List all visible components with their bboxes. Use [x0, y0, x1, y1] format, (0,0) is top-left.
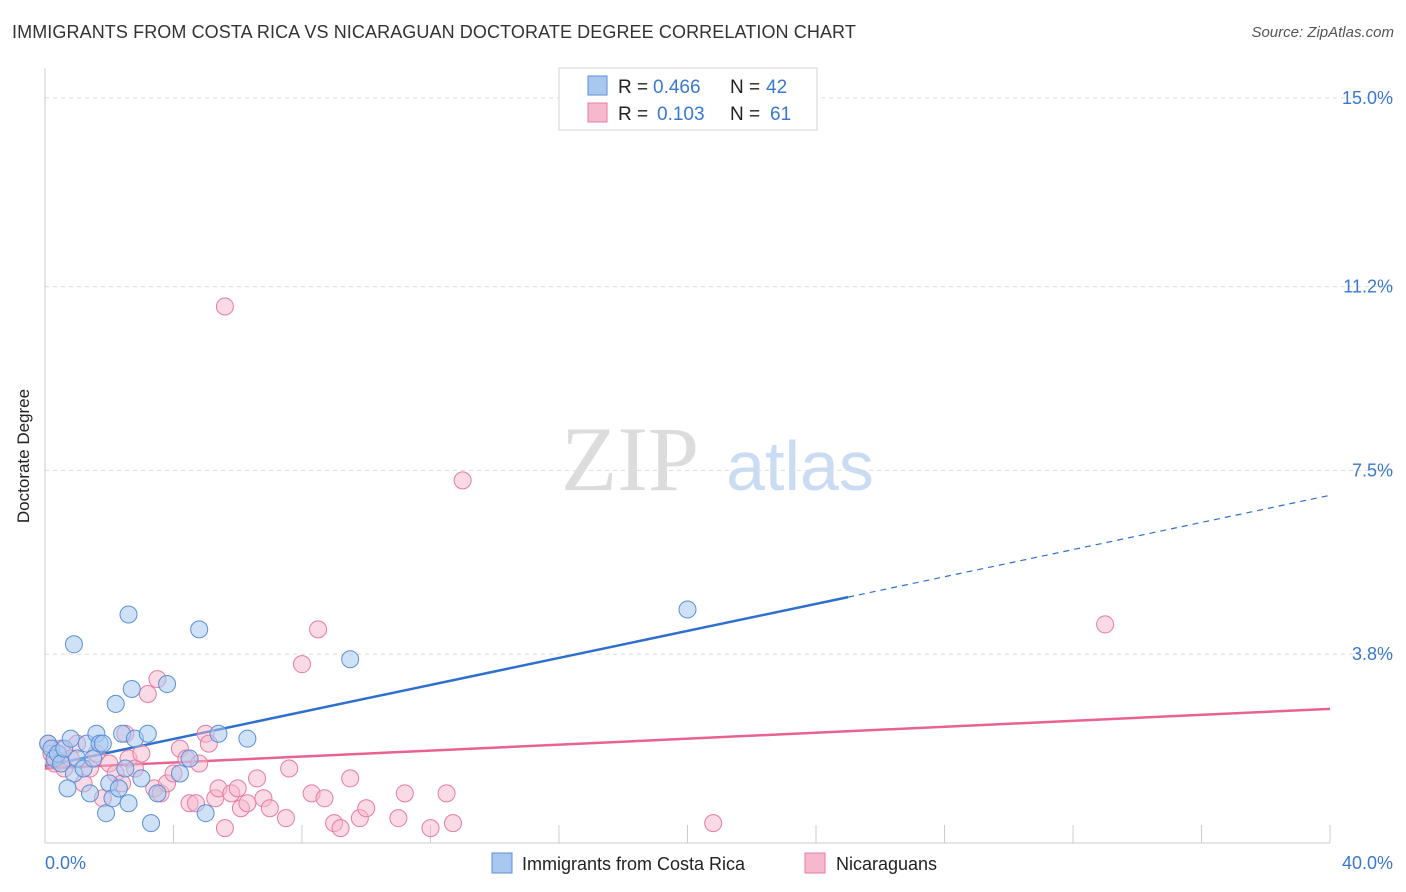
costa-rica-point-13: [84, 749, 103, 768]
nicaraguans-point-54: [421, 819, 440, 838]
legend-bottom-label-costa-rica: Immigrants from Costa Rica: [522, 854, 746, 874]
costa-rica-point-6: [61, 729, 80, 748]
nicaraguans-point-42: [280, 759, 299, 778]
costa-rica-point-28: [138, 724, 157, 743]
costa-rica-point-29: [142, 814, 161, 833]
costa-rica-point-32: [170, 764, 189, 783]
legend-r-label-2: R =: [618, 104, 648, 125]
grid-lines: [45, 97, 1395, 655]
nicaraguans-point-17: [132, 744, 151, 763]
nicaraguans-point-49: [341, 769, 360, 788]
source-label: Source: ZipAtlas.com: [1251, 24, 1394, 41]
costa-rica-point-35: [196, 804, 215, 823]
nicaraguans-point-18: [138, 684, 157, 703]
costa-rica-point-30: [148, 784, 167, 803]
nicaraguans-point-57: [453, 471, 472, 490]
legend-n-value-1: 42: [766, 77, 787, 98]
y-axis-title: Doctorate Degree: [14, 388, 33, 524]
legend-r-label-1: R =: [618, 77, 648, 98]
nicaraguans-point-45: [309, 620, 328, 639]
watermark-zip: ZIP: [561, 408, 699, 510]
nicaraguans-point-52: [389, 809, 408, 828]
x-tick-label-0: 0.0%: [45, 853, 86, 873]
costa-rica-point-41: [678, 600, 697, 619]
nicaraguans-point-59: [704, 814, 723, 833]
legend-n-label-2: N =: [730, 104, 760, 125]
legend-bottom-swatch-blue: [491, 852, 513, 874]
costa-rica-point-37: [238, 729, 257, 748]
costa-rica-point-27: [132, 769, 151, 788]
y-tick-label-1: 7.5%: [1352, 460, 1393, 480]
costa-rica-point-31: [158, 675, 177, 694]
legend-swatch-blue: [587, 75, 608, 96]
legend-n-label-1: N =: [730, 77, 760, 98]
costa-rica-points: [39, 600, 697, 833]
x-tick-labels: 0.0% 40.0%: [45, 853, 1393, 873]
nicaraguans-point-60: [1096, 615, 1115, 634]
legend-bottom-label-nicaraguans: Nicaraguans: [836, 854, 937, 874]
x-tick-label-1: 40.0%: [1342, 853, 1393, 873]
nicaraguans-point-35: [228, 779, 247, 798]
costa-rica-point-17: [97, 804, 116, 823]
legend-r-value-1: 0.466: [653, 77, 701, 98]
costa-rica-point-34: [190, 620, 209, 639]
correlation-legend: R = 0.466 N = 42 R = 0.103 N = 61: [558, 67, 818, 131]
costa-rica-point-36: [209, 724, 228, 743]
nicaraguans-point-48: [331, 819, 350, 838]
legend-bottom-swatch-pink: [804, 852, 826, 874]
costa-rica-point-12: [80, 784, 99, 803]
costa-rica-point-40: [64, 635, 83, 654]
nicaraguans-point-55: [437, 784, 456, 803]
chart-title: IMMIGRANTS FROM COSTA RICA VS NICARAGUAN…: [12, 22, 856, 42]
costa-rica-point-33: [180, 749, 199, 768]
nicaraguans-point-53: [395, 784, 414, 803]
legend-swatch-pink: [587, 102, 608, 123]
costa-rica-point-20: [106, 694, 125, 713]
trend-lines: [44, 494, 1331, 770]
watermark-atlas: atlas: [726, 427, 874, 505]
y-tick-labels: 3.8% 7.5% 11.2% 15.0%: [1342, 88, 1393, 664]
nicaraguans-point-46: [315, 789, 334, 808]
costa-rica-point-16: [93, 734, 112, 753]
costa-rica-point-9: [58, 779, 77, 798]
nicaraguans-points: [39, 297, 1115, 838]
series-legend: Immigrants from Costa Rica Nicaraguans: [491, 852, 937, 874]
nicaraguans-point-58: [215, 297, 234, 316]
nicaraguans-point-56: [443, 814, 462, 833]
legend-n-value-2: 61: [770, 104, 791, 125]
y-tick-label-2: 11.2%: [1343, 277, 1393, 297]
nicaraguans-point-51: [357, 799, 376, 818]
nicaraguans-trend-line: [44, 707, 1331, 770]
nicaraguans-point-41: [276, 809, 295, 828]
y-tick-label-0: 3.8%: [1352, 644, 1393, 664]
nicaraguans-point-37: [238, 794, 257, 813]
costa-rica-point-21: [109, 779, 128, 798]
nicaraguans-point-43: [293, 655, 311, 674]
y-axis-title-wrap: Doctorate Degree: [14, 322, 34, 523]
nicaraguans-point-38: [248, 769, 267, 788]
legend-r-value-2: 0.103: [657, 104, 705, 125]
costa-rica-point-23: [116, 759, 135, 778]
costa-rica-point-24: [119, 794, 138, 813]
costa-rica-trend-line: [44, 595, 849, 768]
costa-rica-point-25: [122, 680, 141, 699]
costa-rica-trend-extension: [848, 494, 1331, 598]
x-ticks: [44, 825, 1331, 843]
nicaraguans-point-40: [260, 799, 279, 818]
nicaraguans-point-33: [215, 819, 234, 838]
costa-rica-point-38: [341, 650, 360, 669]
y-tick-label-3: 15.0%: [1342, 88, 1393, 108]
costa-rica-point-39: [119, 605, 138, 624]
